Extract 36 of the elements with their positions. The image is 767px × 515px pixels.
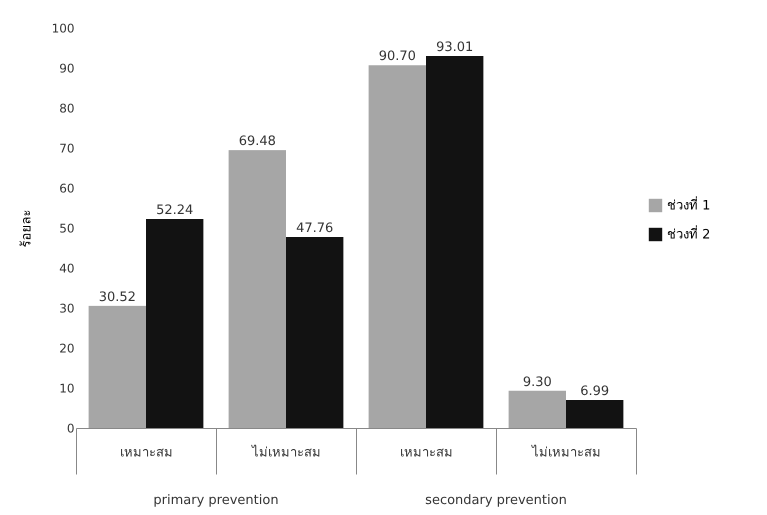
data-label: 6.99 — [580, 384, 610, 400]
y-tick-label: 70 — [59, 142, 74, 156]
bar — [566, 400, 624, 428]
y-tick-label: 100 — [52, 22, 74, 36]
y-tick-label: 80 — [59, 102, 74, 116]
y-tick-label: 0 — [66, 422, 74, 436]
data-label: 47.76 — [296, 220, 334, 236]
data-label: 52.24 — [156, 203, 194, 218]
x-tick-label: เหมาะสม — [120, 446, 173, 460]
y-axis-title: ร้อยละ — [20, 210, 35, 248]
y-tick-label: 20 — [59, 342, 74, 356]
bar — [508, 390, 566, 428]
y-tick-label: 50 — [59, 222, 74, 236]
bar — [88, 306, 146, 428]
y-tick-label: 60 — [59, 182, 74, 196]
data-label: 90.70 — [378, 49, 416, 64]
bar — [368, 65, 426, 428]
bar — [286, 236, 344, 428]
legend-label: ช่วงที่ 1 — [667, 196, 710, 214]
text: primary prevention — [153, 493, 279, 508]
legend-label: ช่วงที่ 2 — [667, 226, 710, 242]
text: secondary prevention — [425, 493, 567, 508]
x-tick-label: ไม่เหมาะสม — [251, 444, 321, 460]
bar — [228, 150, 286, 428]
data-label: 93.01 — [436, 40, 474, 55]
bar — [426, 56, 484, 428]
y-tick-label: 10 — [59, 382, 74, 396]
x-tick-label: ไม่เหมาะสม — [531, 444, 601, 460]
data-label: 30.52 — [98, 290, 136, 305]
y-tick-label: 40 — [59, 262, 74, 276]
bar — [146, 219, 204, 428]
y-tick-label: 90 — [59, 62, 74, 76]
x-tick-label: เหมาะสม — [400, 446, 453, 460]
y-tick-label: 30 — [59, 302, 74, 316]
data-label: 69.48 — [238, 134, 276, 150]
data-label: 9.30 — [522, 374, 552, 390]
